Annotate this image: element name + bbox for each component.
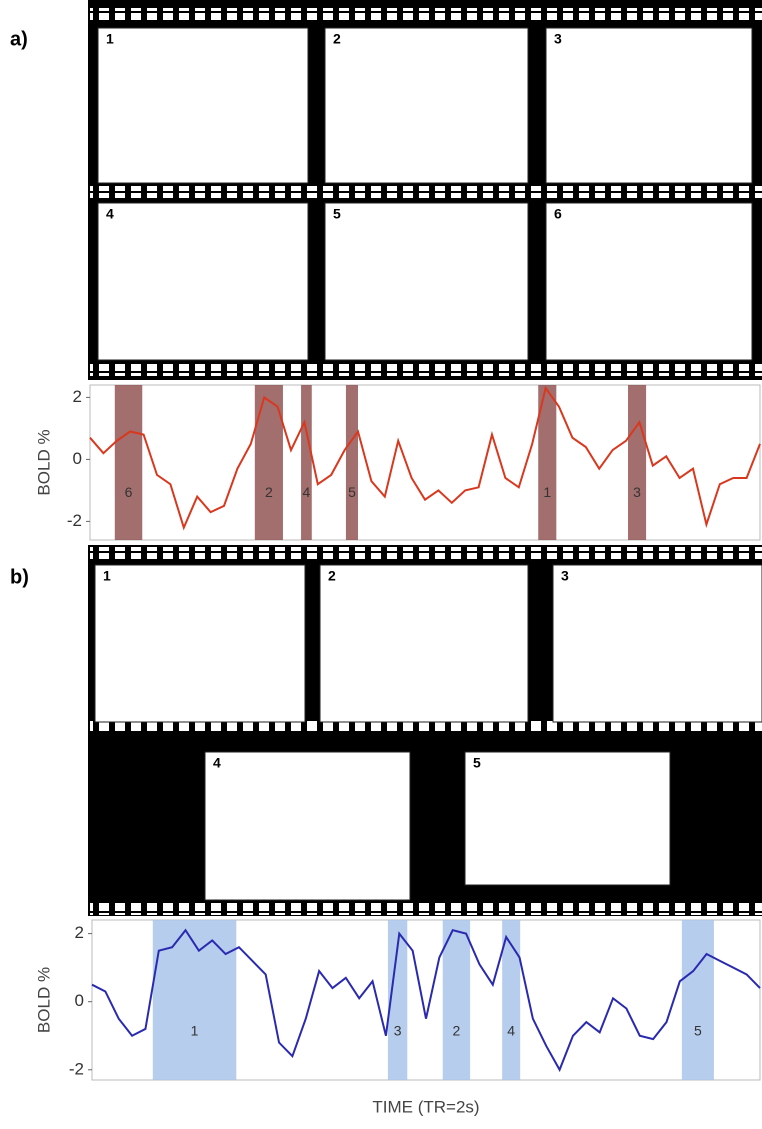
perforations xyxy=(90,720,762,732)
event-region xyxy=(538,385,557,540)
region-label: 2 xyxy=(452,1023,460,1039)
y-tick-label: 2 xyxy=(73,387,82,406)
y-tick-label: 0 xyxy=(75,991,84,1010)
x-axis-label: TIME (TR=2s) xyxy=(372,1097,479,1116)
panel-label: a) xyxy=(10,28,28,50)
bold-line xyxy=(89,385,761,531)
frame-number: 2 xyxy=(328,568,336,584)
event-region xyxy=(502,920,521,1080)
perforations xyxy=(90,364,762,376)
event-region xyxy=(301,385,312,540)
frame-number: 1 xyxy=(103,568,111,584)
region-label: 1 xyxy=(543,484,551,500)
perforations xyxy=(90,547,762,559)
film-frame xyxy=(464,751,671,886)
region-label: 3 xyxy=(394,1023,402,1039)
region-label: 6 xyxy=(125,484,133,500)
region-label: 3 xyxy=(633,484,641,500)
frame-number: 1 xyxy=(106,31,114,47)
region-label: 4 xyxy=(303,484,311,500)
plot-area xyxy=(89,384,761,541)
perforations xyxy=(90,903,762,915)
region-label: 5 xyxy=(348,484,356,500)
region-label: 2 xyxy=(265,484,273,500)
y-tick-label: -2 xyxy=(67,511,82,530)
event-region xyxy=(442,920,471,1080)
y-axis-label: BOLD % xyxy=(34,429,53,495)
perforations xyxy=(90,8,762,20)
frame-number: 4 xyxy=(213,755,221,771)
y-tick-label: 0 xyxy=(73,449,82,468)
film-frame xyxy=(94,564,306,723)
event-region xyxy=(152,920,237,1080)
bold-line xyxy=(91,928,761,1073)
event-region xyxy=(681,920,714,1080)
event-region xyxy=(114,385,143,540)
film-frame xyxy=(319,564,529,723)
frame-number: 2 xyxy=(333,31,341,47)
frame-number: 6 xyxy=(554,206,562,222)
y-tick-label: -2 xyxy=(69,1059,84,1078)
frame-number: 5 xyxy=(333,206,341,222)
region-label: 1 xyxy=(191,1023,199,1039)
film-frame xyxy=(552,564,762,723)
film-frame xyxy=(545,202,753,361)
film-frame xyxy=(324,27,529,184)
region-label: 5 xyxy=(694,1023,702,1039)
frame-number: 3 xyxy=(554,31,562,47)
frame-number: 5 xyxy=(473,755,481,771)
film-frame xyxy=(204,751,411,901)
frame-number: 3 xyxy=(561,568,569,584)
region-label: 4 xyxy=(507,1023,515,1039)
perforations xyxy=(90,186,762,198)
event-region xyxy=(387,920,408,1080)
event-region xyxy=(628,385,647,540)
film-frame xyxy=(97,27,309,184)
y-tick-label: 2 xyxy=(75,923,84,942)
frame-number: 4 xyxy=(106,206,114,222)
panel-label: b) xyxy=(10,566,29,588)
y-axis-label: BOLD % xyxy=(34,967,53,1033)
film-frame xyxy=(97,202,309,361)
film-frame xyxy=(324,202,529,361)
event-region xyxy=(345,385,358,540)
film-frame xyxy=(545,27,753,184)
